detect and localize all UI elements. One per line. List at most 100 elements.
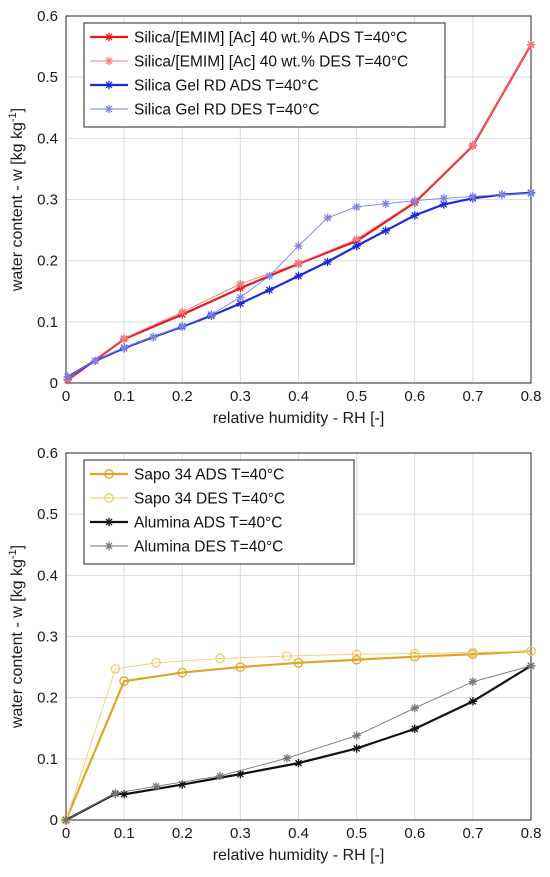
data-point-series-1-3 bbox=[215, 653, 225, 664]
legend-label: Silica/[EMIM] [Ac] 40 wt.% DES T=40°C bbox=[134, 54, 408, 71]
data-point-series-3-6 bbox=[236, 293, 245, 302]
x-tick-label: 0.1 bbox=[114, 388, 135, 405]
data-point-series-1-8 bbox=[526, 40, 536, 49]
legend-box bbox=[83, 459, 355, 565]
data-point-series-3-15 bbox=[497, 190, 507, 199]
y-tick-label: 0.5 bbox=[37, 506, 58, 523]
data-point-series-3-6 bbox=[410, 703, 419, 713]
data-point-series-2-8 bbox=[468, 697, 478, 706]
x-axis-label: relative humidity - RH [-] bbox=[213, 410, 385, 427]
y-tick-label: 0.1 bbox=[37, 751, 58, 768]
y-tick-label: 0 bbox=[50, 375, 58, 392]
series-alumina-des-t-40-c bbox=[61, 661, 536, 825]
series-silica-gel-rd-des-t-40-c bbox=[63, 189, 536, 382]
legend-label: Silica Gel RD ADS T=40°C bbox=[134, 78, 319, 95]
y-tick-label: 0.3 bbox=[37, 192, 58, 209]
data-point-legend-3-legend bbox=[104, 541, 114, 551]
data-point-series-1-5 bbox=[351, 649, 362, 660]
data-point-series-2-6 bbox=[236, 299, 245, 308]
data-point-legend-1-legend bbox=[104, 493, 114, 503]
series-line-sapo-34-des-t-40-c bbox=[65, 650, 532, 821]
data-point-series-2-3 bbox=[178, 780, 187, 789]
x-tick-label: 0 bbox=[62, 825, 70, 842]
data-point-legend-2-legend bbox=[104, 80, 114, 90]
data-point-series-3-4 bbox=[178, 321, 187, 331]
series-silica-emim-ac-40-wt-des-t-40-c bbox=[63, 40, 536, 384]
y-tick-label: 0.6 bbox=[37, 445, 58, 462]
series-line-alumina-ads-t-40-c bbox=[65, 664, 532, 821]
x-axis-label: relative humidity - RH [-] bbox=[213, 847, 385, 864]
data-point-series-1-5 bbox=[352, 235, 361, 244]
data-point-legend-3-legend bbox=[104, 104, 114, 114]
data-point-series-3-3 bbox=[215, 771, 225, 781]
y-tick-label: 0.5 bbox=[37, 69, 58, 86]
data-point-series-3-4 bbox=[282, 754, 292, 763]
y-tick-label: 0.4 bbox=[37, 567, 58, 584]
data-point-series-1-3 bbox=[236, 279, 245, 289]
data-point-series-3-3 bbox=[148, 332, 158, 342]
x-tick-label: 0.3 bbox=[230, 825, 251, 842]
data-point-series-3-16 bbox=[526, 189, 536, 198]
data-point-series-1-1 bbox=[119, 334, 129, 343]
data-point-series-0-3 bbox=[235, 662, 246, 672]
data-point-series-3-12 bbox=[410, 196, 419, 205]
x-tick-label: 0.4 bbox=[288, 825, 309, 842]
data-point-series-3-10 bbox=[352, 202, 361, 212]
data-point-series-3-5 bbox=[207, 310, 216, 319]
data-point-series-3-0 bbox=[61, 815, 71, 825]
data-point-series-0-4 bbox=[293, 657, 304, 668]
data-point-series-3-8 bbox=[294, 241, 303, 251]
data-point-series-2-2 bbox=[119, 790, 129, 799]
data-point-series-3-1 bbox=[90, 356, 100, 366]
x-tick-label: 0.5 bbox=[346, 388, 367, 405]
data-point-series-2-5 bbox=[294, 758, 303, 768]
x-tick-label: 0.8 bbox=[521, 388, 542, 405]
data-point-series-1-4 bbox=[294, 258, 303, 268]
data-point-series-3-13 bbox=[439, 194, 449, 203]
data-point-legend-1-legend bbox=[104, 56, 114, 66]
x-tick-label: 0.1 bbox=[114, 825, 135, 842]
chart-bottom: 0 0.1 0.2 0.3 0.4 0.5 0.6 0.7 0.8 0 0.1 0.2 0.3 0.4 0.… bbox=[7, 445, 541, 864]
y-tick-label: 0.2 bbox=[37, 690, 58, 707]
data-point-series-3-7 bbox=[468, 677, 478, 686]
data-point-series-2-6 bbox=[352, 744, 361, 753]
data-point-series-3-11 bbox=[381, 199, 390, 208]
legend-label: Sapo 34 DES T=40°C bbox=[134, 491, 285, 508]
y-tick-label: 0.1 bbox=[37, 314, 58, 331]
x-tick-label: 0.2 bbox=[172, 825, 193, 842]
data-point-legend-0-legend bbox=[104, 469, 114, 479]
y-tick-label: 0.2 bbox=[37, 253, 58, 270]
data-point-series-3-2 bbox=[119, 343, 129, 352]
data-point-series-0-5 bbox=[351, 654, 362, 665]
data-point-series-3-2 bbox=[151, 782, 161, 791]
data-point-series-2-8 bbox=[294, 271, 303, 281]
data-point-series-1-6 bbox=[409, 648, 420, 659]
data-point-series-3-8 bbox=[526, 661, 536, 671]
x-tick-label: 0.7 bbox=[462, 388, 483, 405]
data-point-series-3-14 bbox=[468, 192, 478, 201]
data-point-series-3-1 bbox=[111, 788, 120, 798]
data-point-series-1-1 bbox=[110, 664, 121, 674]
y-tick-label: 0 bbox=[50, 812, 58, 829]
legend-label: Alumina DES T=40°C bbox=[134, 539, 283, 556]
data-point-series-2-9 bbox=[323, 257, 332, 267]
data-point-series-3-0 bbox=[63, 372, 72, 382]
data-point-series-3-7 bbox=[265, 271, 274, 281]
data-point-series-2-12 bbox=[410, 211, 419, 220]
data-point-series-2-13 bbox=[439, 200, 449, 209]
chart-top: 0 0.1 0.2 0.3 0.4 0.5 0.6 0.7 0.8 0 0.1 0.2 0.3 0.4 0.… bbox=[7, 8, 541, 427]
x-tick-label: 0.7 bbox=[462, 825, 483, 842]
data-point-series-1-8 bbox=[526, 646, 536, 657]
y-tick-label: 0.6 bbox=[37, 8, 58, 25]
data-point-series-0-6 bbox=[409, 651, 420, 662]
x-tick-label: 0.2 bbox=[172, 388, 193, 405]
data-point-series-3-5 bbox=[352, 731, 361, 740]
y-axis-label: water content - w [kg kg-1] bbox=[7, 545, 26, 729]
data-point-series-2-10 bbox=[352, 241, 361, 251]
x-tick-label: 0 bbox=[62, 388, 70, 405]
x-tick-label: 0.6 bbox=[404, 388, 425, 405]
data-point-series-0-1 bbox=[119, 676, 129, 687]
data-point-series-0-3 bbox=[236, 283, 245, 293]
data-point-series-1-7 bbox=[468, 647, 478, 658]
